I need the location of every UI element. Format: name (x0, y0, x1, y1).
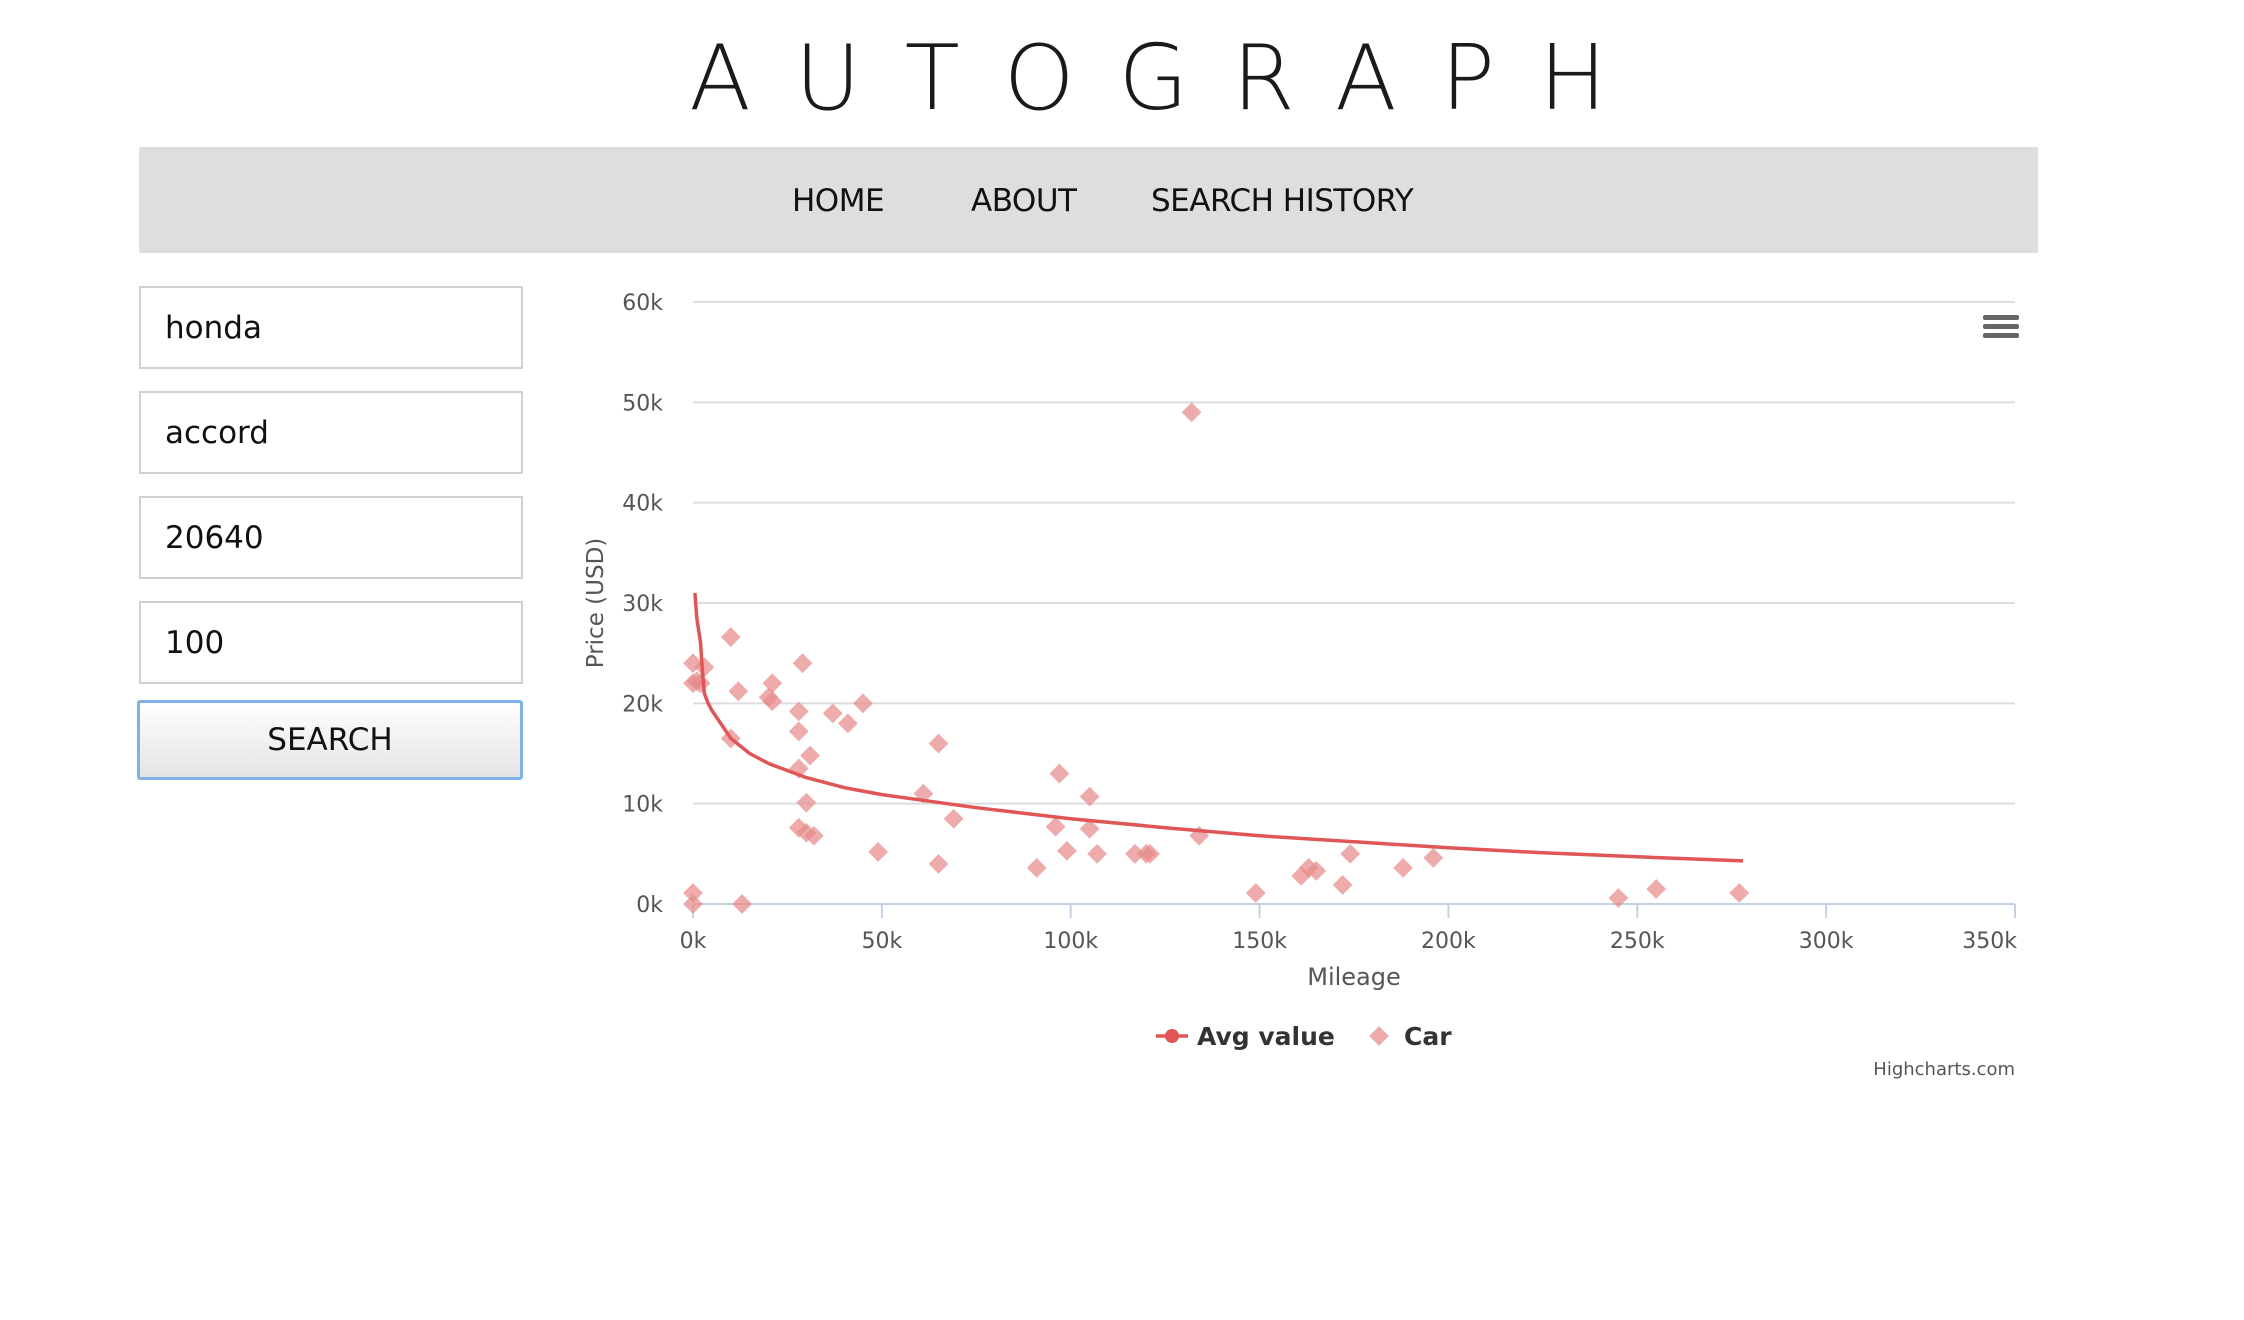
menu-bar (1983, 324, 2019, 329)
avg-value-line (693, 592, 1744, 863)
model-input[interactable] (139, 391, 523, 474)
chart-legend: Avg value Car (1156, 1022, 1452, 1051)
y-tick-label: 40k (622, 492, 663, 517)
x-tick-label: 150k (1232, 929, 1287, 954)
y-axis-ticks: 0k 10k 20k 30k 40k 50k 60k (622, 291, 663, 918)
car-data-point (1608, 888, 1629, 908)
car-data-point (943, 808, 964, 829)
y-tick-label: 10k (622, 793, 663, 818)
nav-home-link[interactable]: HOME (792, 183, 885, 219)
car-data-point (1646, 879, 1667, 899)
car-data-point (1079, 786, 1100, 807)
x-tick-label: 50k (861, 929, 902, 954)
car-data-point (1049, 763, 1070, 784)
car-data-point (853, 693, 873, 714)
x-axis-title: Mileage (1307, 963, 1401, 991)
car-data-point (1079, 818, 1100, 839)
zip-code-input[interactable] (139, 496, 523, 579)
car-data-point (928, 853, 949, 874)
car-data-point (788, 721, 809, 742)
car-data-point (1332, 875, 1353, 895)
car-data-point (800, 745, 820, 766)
legend-avg-value-label: Avg value (1197, 1022, 1335, 1051)
y-tick-label: 0k (636, 893, 663, 918)
x-tick-label: 100k (1043, 929, 1098, 954)
legend-car-label: Car (1404, 1022, 1452, 1051)
car-data-point (1057, 840, 1077, 861)
y-tick-label: 30k (622, 592, 663, 617)
nav-about-link[interactable]: ABOUT (971, 183, 1077, 219)
car-data-point (1181, 402, 1202, 423)
menu-bar (1983, 333, 2019, 338)
y-tick-label: 60k (622, 291, 663, 316)
nav-bar: HOME ABOUT SEARCH HISTORY (139, 147, 2038, 253)
car-data-point (683, 894, 703, 914)
car-data-point (1340, 843, 1361, 864)
legend-item-avg-value[interactable]: Avg value (1156, 1022, 1335, 1051)
y-axis-title: Price (USD) (583, 538, 609, 669)
car-data-point (1393, 857, 1414, 878)
x-tick-label: 300k (1799, 929, 1854, 954)
avg-value-series (693, 592, 1744, 863)
legend-car-marker (1369, 1026, 1389, 1046)
car-data-point (1026, 857, 1047, 878)
search-button[interactable]: SEARCH (137, 700, 523, 780)
radius-input[interactable] (139, 601, 523, 684)
car-data-point (822, 703, 843, 724)
x-tick-label: 350k (1962, 929, 2017, 954)
car-data-point (1729, 883, 1750, 903)
car-data-point (1087, 843, 1108, 864)
y-tick-label: 50k (622, 391, 663, 416)
car-data-point (728, 681, 749, 702)
car-data-point (1045, 816, 1066, 837)
nav-search-history-link[interactable]: SEARCH HISTORY (1151, 183, 1414, 219)
car-series (683, 402, 1750, 914)
site-logo: AUTOGRAPH (689, 26, 1651, 131)
x-tick-label: 250k (1610, 929, 1665, 954)
car-data-point (1245, 883, 1266, 903)
make-input[interactable] (139, 286, 523, 369)
legend-avg-value-marker (1165, 1029, 1179, 1043)
car-data-point (788, 701, 809, 722)
car-data-point (928, 733, 949, 754)
hamburger-menu-icon[interactable] (1983, 315, 2019, 338)
car-data-point (720, 627, 741, 648)
car-data-point (1423, 847, 1444, 868)
car-data-point (1125, 843, 1145, 864)
x-axis-ticks: 0k 50k 100k 150k 200k 250k 300k 350k (680, 904, 2017, 954)
car-data-point (868, 841, 888, 862)
chart-grid (693, 301, 2015, 805)
x-tick-label: 0k (680, 929, 707, 954)
legend-item-car[interactable]: Car (1369, 1022, 1452, 1051)
car-data-point (1140, 843, 1160, 864)
car-data-point (796, 792, 817, 813)
car-data-point (762, 673, 783, 694)
car-data-point (732, 894, 753, 914)
price-mileage-chart: 0k 10k 20k 30k 40k 50k 60k 0k 50k 100k 150k 200k 25… (583, 291, 2019, 1080)
car-data-point (837, 713, 858, 734)
car-data-point (1306, 860, 1327, 881)
menu-bar (1983, 315, 2019, 320)
y-tick-label: 20k (622, 692, 663, 717)
highcharts-credit[interactable]: Highcharts.com (1873, 1059, 2015, 1080)
car-data-point (792, 653, 813, 674)
x-tick-label: 200k (1421, 929, 1476, 954)
